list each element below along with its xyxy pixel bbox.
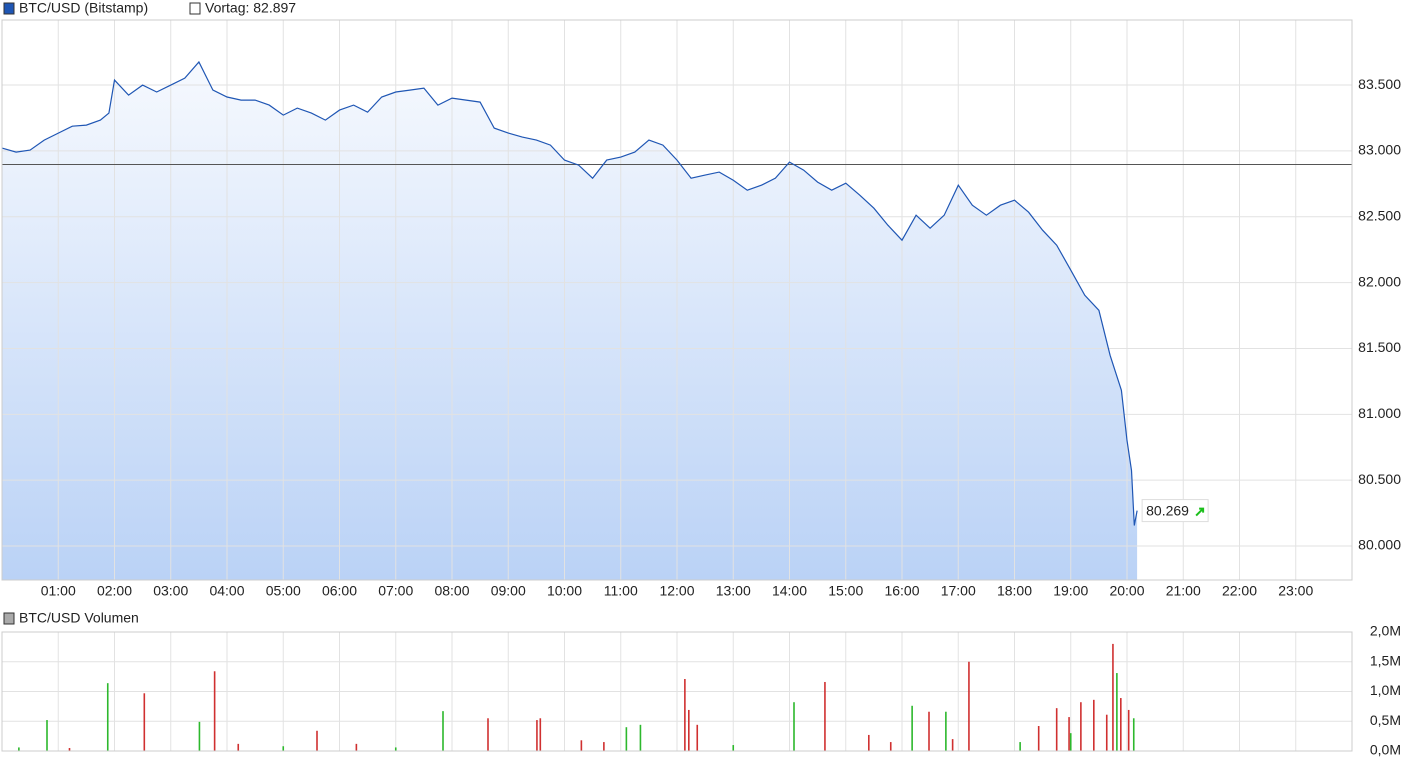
volume-bar xyxy=(793,702,795,751)
volume-bar xyxy=(928,711,930,751)
last-value-box xyxy=(1141,499,1209,523)
up-arrow-icon xyxy=(1195,507,1205,517)
x-tick-label: 07:00 xyxy=(378,583,413,599)
legend-swatch xyxy=(3,612,15,625)
volume-bar xyxy=(868,734,870,751)
area xyxy=(2,62,1138,580)
x-tick-label: 20:00 xyxy=(1109,583,1144,599)
volume-bar xyxy=(143,693,146,751)
price-line xyxy=(1,60,1138,526)
volume-bar xyxy=(945,711,947,751)
x-tick-label: 11:00 xyxy=(604,583,638,599)
volume-bar xyxy=(213,671,216,751)
x-tick-label: 08:00 xyxy=(434,583,469,599)
volume-bar xyxy=(1055,708,1058,751)
y-tick-label: 82.500 xyxy=(1358,207,1401,223)
volume-bar xyxy=(1037,726,1040,751)
y-tick-label: 0,5M xyxy=(1370,712,1401,728)
x-tick-label: 19:00 xyxy=(1053,583,1088,599)
volume-bar xyxy=(1019,742,1021,751)
volume-bar xyxy=(1093,699,1095,751)
y-tick-label: 81.000 xyxy=(1358,405,1401,421)
y-tick-label: 80.500 xyxy=(1358,471,1401,487)
volume-bar xyxy=(1112,643,1114,751)
volume-bar xyxy=(18,747,20,751)
x-tick-label: 12:00 xyxy=(659,583,694,599)
volume-bar xyxy=(1068,717,1070,751)
volume-bar xyxy=(106,683,109,751)
x-tick-label: 04:00 xyxy=(209,583,244,599)
last-value-label: 80.269 xyxy=(1146,502,1189,518)
volume-bar xyxy=(198,721,201,751)
volume-bar xyxy=(580,740,583,751)
plot-border xyxy=(1,631,1353,752)
legend-label: BTC/USD (Bitstamp) xyxy=(19,0,148,16)
volume-bar xyxy=(639,724,642,751)
x-tick-label: 15:00 xyxy=(828,583,863,599)
volume-bar xyxy=(1069,733,1072,751)
volume-bar xyxy=(1127,709,1130,751)
volume-bar xyxy=(282,746,285,751)
volume-bar xyxy=(316,730,318,751)
plot-border xyxy=(1,19,1353,581)
x-tick-label: 03:00 xyxy=(153,583,188,599)
x-tick-label: 23:00 xyxy=(1278,583,1313,599)
x-tick-label: 16:00 xyxy=(884,583,919,599)
volume-bar xyxy=(684,679,686,751)
volume-bar xyxy=(911,705,913,751)
x-tick-label: 09:00 xyxy=(491,583,526,599)
volume-bar xyxy=(968,661,970,751)
volume-bar xyxy=(1120,698,1122,751)
y-tick-label: 2,0M xyxy=(1370,623,1401,639)
volume-bar xyxy=(487,718,489,751)
y-tick-label: 83.500 xyxy=(1358,76,1401,92)
legend-swatch xyxy=(3,2,15,15)
volume-bar xyxy=(889,742,892,751)
volume-bar xyxy=(1132,718,1135,751)
volume-bar xyxy=(46,720,48,751)
x-tick-label: 01:00 xyxy=(41,583,76,599)
x-tick-label: 13:00 xyxy=(716,583,751,599)
x-tick-label: 22:00 xyxy=(1222,583,1257,599)
x-tick-label: 17:00 xyxy=(941,583,976,599)
volume-bar xyxy=(237,743,240,751)
y-tick-label: 82.000 xyxy=(1358,273,1401,289)
x-tick-label: 05:00 xyxy=(266,583,301,599)
volume-title: BTC/USD Volumen xyxy=(19,610,139,626)
volume-bar xyxy=(824,681,826,751)
y-tick-label: 80.000 xyxy=(1358,537,1401,553)
y-tick-label: 0,0M xyxy=(1370,742,1401,758)
volume-bar xyxy=(1116,673,1118,751)
x-tick-label: 21:00 xyxy=(1166,583,1201,599)
volume-bar xyxy=(68,748,71,751)
volume-bar xyxy=(442,711,444,751)
y-tick-label: 1,0M xyxy=(1370,682,1401,698)
volume-bar xyxy=(536,720,538,751)
volume-bar xyxy=(625,727,628,751)
volume-bar xyxy=(688,709,690,751)
y-tick-label: 81.500 xyxy=(1358,339,1401,355)
x-tick-label: 18:00 xyxy=(997,583,1032,599)
volume-bar xyxy=(355,743,358,751)
legend-label: Vortag: 82.897 xyxy=(205,0,296,16)
volume-bar xyxy=(603,742,605,751)
x-tick-label: 06:00 xyxy=(322,583,357,599)
volume-bar xyxy=(394,747,397,751)
volume-bar xyxy=(696,724,699,751)
volume-bar xyxy=(732,745,735,751)
x-tick-label: 10:00 xyxy=(547,583,582,599)
volume-bar xyxy=(1105,714,1108,751)
y-tick-label: 83.000 xyxy=(1358,142,1401,158)
x-tick-label: 02:00 xyxy=(97,583,132,599)
y-tick-label: 1,5M xyxy=(1370,652,1401,668)
x-tick-label: 14:00 xyxy=(772,583,807,599)
volume-bar xyxy=(951,739,954,751)
legend-swatch xyxy=(189,2,201,15)
volume-bar xyxy=(539,718,542,751)
volume-bar xyxy=(1080,702,1082,751)
